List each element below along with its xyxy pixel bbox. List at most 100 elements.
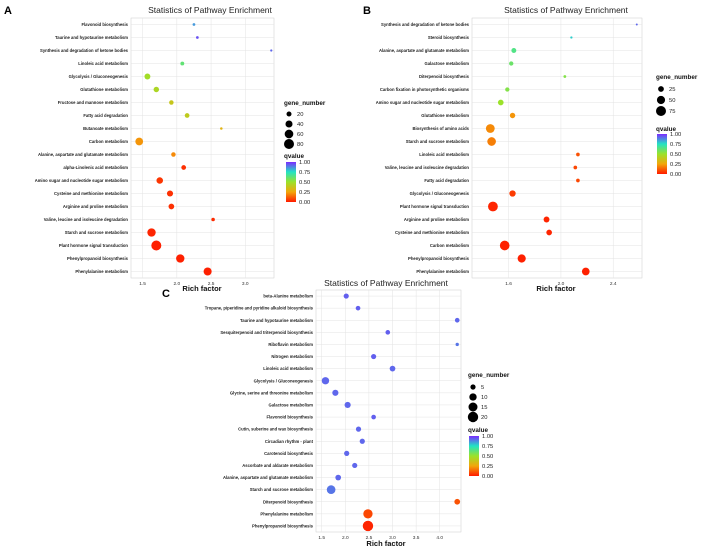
y-tick-label: Carotenoid biosynthesis	[264, 451, 314, 456]
data-point	[389, 365, 396, 372]
data-point	[156, 177, 163, 184]
data-point	[570, 36, 573, 39]
panel-a-size-legend-title: gene_number	[284, 100, 326, 107]
panel-c: C Statistics of Pathway Enrichment beta-…	[162, 278, 510, 548]
size-legend-key	[285, 120, 293, 128]
color-legend-label: 0.50	[299, 180, 310, 186]
data-point	[362, 520, 374, 532]
panel-b-title: Statistics of Pathway Enrichment	[504, 5, 628, 15]
size-legend-key	[468, 402, 478, 412]
data-point	[355, 305, 361, 311]
size-legend-label: 5	[481, 385, 484, 391]
size-legend-label: 25	[669, 87, 675, 93]
y-tick-label: Alanine, aspartate and glutamate metabol…	[38, 152, 128, 157]
panel-a-points	[135, 23, 273, 276]
y-tick-label: Galactose metabolism	[425, 61, 470, 66]
data-point	[576, 178, 580, 183]
y-tick-label: Fructose and mannose metabolism	[58, 100, 129, 105]
data-point	[344, 401, 351, 409]
size-legend-key	[284, 139, 294, 149]
y-tick-label: Taurine and hypotaurine metabolism	[240, 318, 313, 323]
panel-a-title: Statistics of Pathway Enrichment	[148, 5, 272, 15]
data-point	[385, 330, 391, 335]
panel-b-color-legend-title: qvalue	[656, 126, 676, 133]
y-tick-label: Amino sugar and nucleotide sugar metabol…	[35, 178, 129, 183]
data-point	[169, 100, 174, 105]
x-tick-label: 2.5	[208, 281, 215, 287]
data-point	[543, 216, 550, 223]
x-tick-label: 1.5	[318, 535, 325, 541]
panel-c-y-labels: beta-Alanine metabolism Tropane, piperidi…	[205, 294, 314, 529]
panel-label-c: C	[162, 288, 170, 300]
y-tick-label: Glycolysis / Gluconeogenesis	[410, 191, 470, 196]
y-tick-label: Arginine and proline metabolism	[63, 204, 128, 209]
panel-c-xlabel: Rich factor	[366, 539, 405, 548]
data-point	[176, 254, 185, 263]
y-tick-label: Starch and sucrose metabolism	[250, 487, 314, 492]
y-tick-label: Butanoate metabolism	[83, 126, 128, 131]
data-point	[184, 113, 190, 118]
data-point	[581, 267, 590, 276]
y-tick-label: Glycolysis / Gluconeogenesis	[69, 74, 129, 79]
y-tick-label: Tropane, piperidine and pyridine alkaloi…	[205, 306, 314, 311]
size-legend-key	[656, 106, 666, 116]
y-tick-label: Nitrogen metabolism	[271, 354, 313, 359]
y-tick-label: Alanine, aspartate and glutamate metabol…	[379, 48, 469, 53]
y-tick-label: Ascorbate and aldarate metabolism	[242, 463, 313, 468]
y-tick-label: Phenylpropanoid biosynthesis	[252, 523, 314, 528]
y-tick-label: Synthesis and degradation of ketone bodi…	[381, 22, 470, 27]
size-legend-key	[658, 86, 664, 92]
color-legend-label: 0.75	[670, 142, 681, 148]
y-tick-label: Fatty acid degradation	[424, 178, 469, 183]
y-tick-label: Amino sugar and nucleotide sugar metabol…	[376, 100, 470, 105]
x-tick-label: 2.0	[342, 535, 349, 541]
y-tick-label: Cutin, suberine and wax biosynthesis	[238, 427, 314, 432]
data-point	[505, 87, 510, 92]
data-point	[499, 240, 510, 251]
y-tick-label: Valine, leucine and isoleucine degradati…	[385, 165, 470, 170]
panel-b-color-legend: 0.00 0.25 0.50 0.75 1.00	[670, 132, 681, 178]
color-legend-label: 0.25	[299, 190, 310, 196]
data-point	[363, 509, 373, 519]
x-tick-label: 2.0	[174, 281, 181, 287]
data-point	[335, 474, 342, 481]
y-tick-label: Flavonoid biosynthesis	[81, 22, 128, 27]
panel-a-y-labels: Flavonoid biosynthesis Taurine and hypota…	[35, 22, 129, 274]
color-legend-label: 0.00	[670, 172, 681, 178]
y-tick-label: Starch and sucrose metabolism	[406, 139, 470, 144]
color-legend-label: 1.00	[299, 160, 310, 166]
y-tick-label: Glutathione metabolism	[421, 113, 469, 118]
data-point	[180, 61, 185, 66]
y-tick-label: Flavonoid biosynthesis	[266, 415, 313, 420]
y-tick-label: Riboflavin metabolism	[268, 342, 313, 347]
data-point	[563, 75, 567, 78]
data-point	[509, 112, 516, 119]
data-point	[211, 217, 215, 222]
data-point	[509, 61, 514, 66]
y-tick-label: Linoleic acid metabolism	[419, 152, 469, 157]
panel-b-y-labels: Synthesis and degradation of ketone bodi…	[376, 22, 470, 274]
data-point	[147, 228, 156, 237]
panel-a-legend: gene_number 20 40 60 80 qvalue 0.00 0.25 0.50…	[284, 100, 326, 206]
size-legend-key	[469, 393, 477, 401]
y-tick-label: Carbon metabolism	[430, 243, 469, 248]
y-tick-label: alpha-Linolenic acid metabolism	[63, 165, 128, 170]
data-point	[371, 353, 377, 360]
x-tick-label: 4.0	[436, 535, 443, 541]
data-point	[192, 23, 196, 26]
data-point	[144, 73, 151, 80]
y-tick-label: Alanine, aspartate and glutamate metabol…	[223, 475, 313, 480]
y-tick-label: Cysteine and methionine metabolism	[54, 191, 128, 196]
y-tick-label: Valine, leucine and isoleucine degradati…	[44, 217, 129, 222]
panel-c-title: Statistics of Pathway Enrichment	[324, 278, 448, 288]
panel-b-size-legend-title: gene_number	[656, 74, 698, 81]
data-point	[517, 254, 526, 263]
color-legend-label: 1.00	[482, 434, 493, 440]
panel-b: B Statistics of Pathway Enrichment Synth…	[363, 5, 698, 293]
y-tick-label: Phenylalanine metabolism	[260, 511, 313, 516]
y-tick-label: Fatty acid degradation	[83, 113, 128, 118]
data-point	[181, 165, 187, 170]
y-tick-label: Phenylpropanoid biosynthesis	[408, 256, 470, 261]
